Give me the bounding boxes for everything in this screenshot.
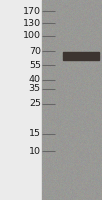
Text: 70: 70 — [29, 46, 41, 55]
Text: 40: 40 — [29, 75, 41, 84]
Text: 35: 35 — [29, 84, 41, 93]
Text: 100: 100 — [23, 31, 41, 40]
Text: 25: 25 — [29, 99, 41, 108]
Text: 10: 10 — [29, 146, 41, 156]
Text: 55: 55 — [29, 60, 41, 70]
Bar — [63, 52, 99, 60]
Bar — [42, 0, 102, 200]
Text: 15: 15 — [29, 130, 41, 138]
Text: 170: 170 — [23, 6, 41, 16]
Text: 130: 130 — [23, 19, 41, 27]
Bar — [0, 0, 42, 200]
